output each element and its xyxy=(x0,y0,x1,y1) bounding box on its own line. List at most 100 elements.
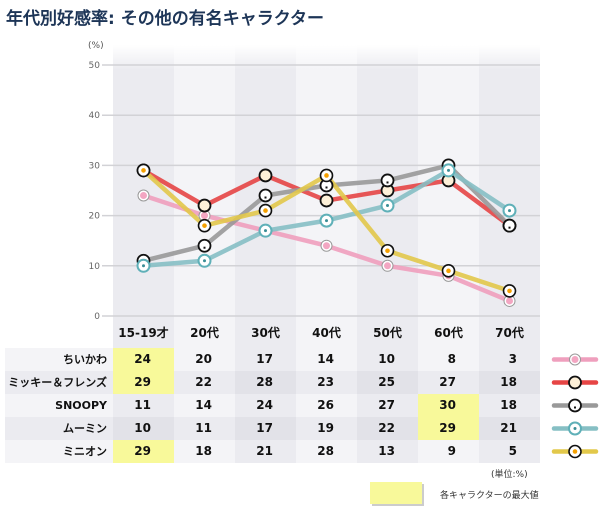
data-point-eye xyxy=(203,259,206,263)
max-cell-highlight xyxy=(113,371,174,394)
data-point-fill xyxy=(323,242,330,250)
max-cell-highlight xyxy=(113,440,174,463)
data-point-nose xyxy=(264,196,267,199)
max-cell-highlight xyxy=(418,417,479,440)
table-cell: 29 xyxy=(439,421,456,435)
data-point-eye xyxy=(386,204,389,208)
max-value-legend-label: 各キャラクターの最大値 xyxy=(440,491,539,501)
row-label-band xyxy=(5,440,113,463)
column-header: 20代 xyxy=(190,326,219,340)
legend-marker xyxy=(568,398,582,413)
row-stripe xyxy=(479,417,540,440)
data-point xyxy=(258,168,273,183)
data-point-eye xyxy=(142,264,145,268)
row-label: ミニオン xyxy=(63,445,107,458)
y-tick-label: 50 xyxy=(89,61,101,71)
data-point-eye xyxy=(202,223,207,228)
column-header: 70代 xyxy=(495,326,524,340)
row-label: ムーミン xyxy=(63,422,107,435)
row-stripe xyxy=(235,371,296,394)
table-cell: 18 xyxy=(500,375,517,389)
y-tick-label: 20 xyxy=(89,212,101,222)
row-label-band xyxy=(5,348,113,371)
data-point-eye xyxy=(385,248,390,254)
y-axis-unit-label: (%) xyxy=(88,41,104,51)
row-label-band xyxy=(5,394,113,417)
data-point xyxy=(319,193,334,208)
data-point-eye xyxy=(264,229,267,233)
table-cell: 27 xyxy=(378,398,395,412)
table-cell: 5 xyxy=(508,444,517,458)
legend-marker-eye xyxy=(573,427,577,430)
row-label: ミッキー＆フレンズ xyxy=(8,376,107,389)
row-stripe xyxy=(174,417,235,440)
data-point-eye xyxy=(507,288,512,294)
data-point-eye xyxy=(508,209,511,213)
data-point-fill xyxy=(506,297,513,305)
table-row: ちいかわ 24 20 17 14 10 8 3 xyxy=(0,348,540,371)
legend-marker-eye xyxy=(572,449,578,454)
column-header: 40代 xyxy=(312,326,341,340)
row-stripe xyxy=(479,371,540,394)
data-point-eye xyxy=(447,168,450,172)
column-header: 15-19才 xyxy=(118,326,169,340)
row-stripe xyxy=(235,417,296,440)
table-cell: 24 xyxy=(134,352,151,366)
table-cell: 26 xyxy=(317,398,334,412)
table-cell: 14 xyxy=(195,398,212,412)
max-cell-highlight xyxy=(418,394,479,417)
y-tick-label: 10 xyxy=(89,262,101,272)
table-cell: 28 xyxy=(317,444,334,458)
max-value-swatch xyxy=(370,482,422,504)
data-point-nose xyxy=(203,246,206,249)
table-cell: 28 xyxy=(256,375,273,389)
row-stripe xyxy=(296,371,357,394)
row-label-band xyxy=(5,417,113,440)
table-row: ミッキー＆フレンズ 29 22 28 23 25 27 18 xyxy=(0,371,540,394)
table-cell: 18 xyxy=(500,398,517,412)
unit-footnote: (単位:%) xyxy=(491,470,528,480)
table-cell: 13 xyxy=(378,444,395,458)
table-cell: 14 xyxy=(317,352,334,366)
row-label: SNOOPY xyxy=(55,399,107,412)
data-point xyxy=(197,198,212,213)
row-stripe xyxy=(418,371,479,394)
row-stripe xyxy=(357,371,418,394)
table-cell: 9 xyxy=(447,444,456,458)
column-header: 50代 xyxy=(373,326,402,340)
table-cell: 23 xyxy=(317,375,334,389)
table-cell: 27 xyxy=(439,375,456,389)
table-cell: 18 xyxy=(195,444,212,458)
table-cell: 19 xyxy=(317,421,334,435)
data-point-eye xyxy=(325,219,328,223)
table-cell: 24 xyxy=(256,398,273,412)
data-point-eye xyxy=(263,208,268,213)
table-cell: 25 xyxy=(378,375,395,389)
row-label-band xyxy=(5,371,113,394)
table-cell: 8 xyxy=(447,352,456,366)
legend-marker xyxy=(568,375,582,390)
max-cell-highlight xyxy=(113,348,174,371)
table-header-row: 15-19才 20代 30代 40代 50代 60代 70代 xyxy=(113,320,540,347)
table-cell: 17 xyxy=(256,421,273,435)
table-cell: 11 xyxy=(195,421,212,435)
table-cell: 21 xyxy=(256,444,273,458)
y-tick-label: 0 xyxy=(94,312,100,322)
data-point-fill xyxy=(384,262,391,270)
table-cell: 30 xyxy=(439,398,456,412)
legend-marker-nose xyxy=(574,406,576,409)
data-point-eye xyxy=(324,173,329,178)
data-point-nose xyxy=(386,181,389,184)
data-point-fill xyxy=(140,192,147,200)
plot-top-fade xyxy=(113,45,540,70)
table-cell: 22 xyxy=(195,375,212,389)
table-cell: 11 xyxy=(134,398,151,412)
table-cell: 10 xyxy=(378,352,395,366)
table-cell: 22 xyxy=(378,421,395,435)
page-title: 年代別好感率: その他の有名キャラクター xyxy=(6,9,325,29)
table-row: ミニオン 29 18 21 28 13 9 5 xyxy=(0,440,540,463)
row-stripe xyxy=(296,417,357,440)
table-cell: 3 xyxy=(508,352,517,366)
data-point xyxy=(258,188,273,203)
